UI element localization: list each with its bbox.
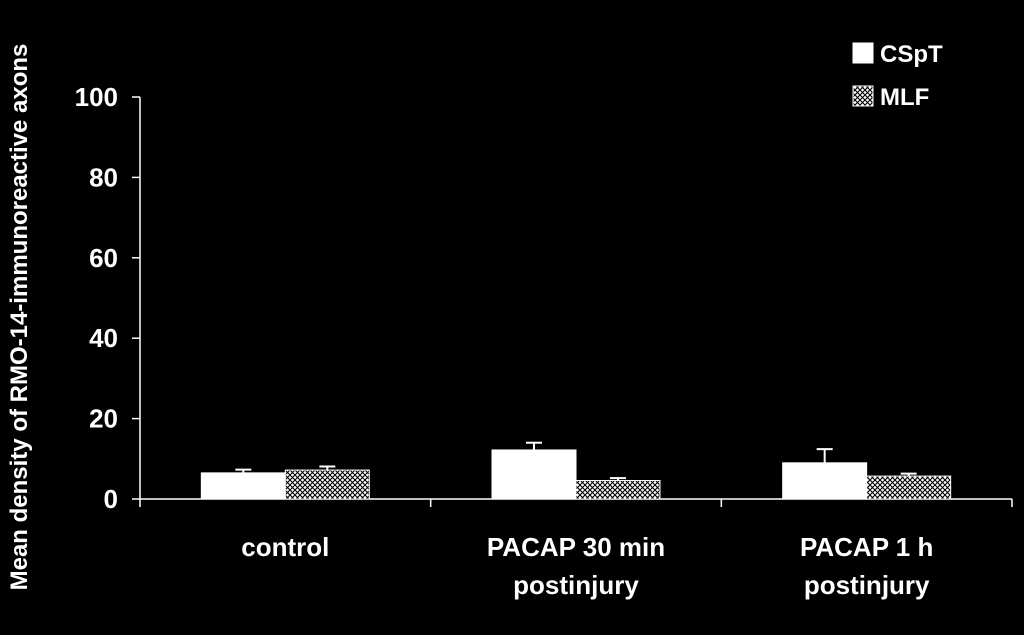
y-axis-label: Mean density of RMO-14-immunoreactive ax… xyxy=(6,44,33,591)
bar-mlf xyxy=(575,480,661,500)
y-tick-label: 0 xyxy=(104,484,118,514)
axes xyxy=(139,97,1013,507)
y-tick-label: 60 xyxy=(89,243,118,273)
y-tick-label: 40 xyxy=(89,323,118,353)
legend-swatch-cspt xyxy=(852,42,874,64)
legend-label-cspt: CSpT xyxy=(880,41,943,68)
y-tick-label: 80 xyxy=(89,162,118,192)
legend: CSpT MLF xyxy=(852,41,943,111)
category-label: PACAP 1 h xyxy=(800,532,933,562)
category-label: postinjury xyxy=(804,570,930,600)
bar-cspt xyxy=(200,472,286,500)
bar-mlf xyxy=(284,469,370,500)
bar-cspt xyxy=(491,449,577,500)
legend-label-mlf: MLF xyxy=(880,84,929,111)
bars xyxy=(200,441,952,500)
category-label: control xyxy=(241,532,329,562)
y-tick-label: 100 xyxy=(75,82,118,112)
y-tick-label: 20 xyxy=(89,404,118,434)
legend-swatch-mlf xyxy=(852,85,874,107)
category-labels: control PACAP 30 min postinjury PACAP 1 h po… xyxy=(241,532,933,600)
bar-mlf xyxy=(866,475,952,500)
bar-cspt xyxy=(782,462,868,500)
category-label: PACAP 30 min xyxy=(487,532,665,562)
category-label: postinjury xyxy=(513,570,639,600)
y-ticks: 0 20 40 60 80 100 xyxy=(75,82,140,514)
